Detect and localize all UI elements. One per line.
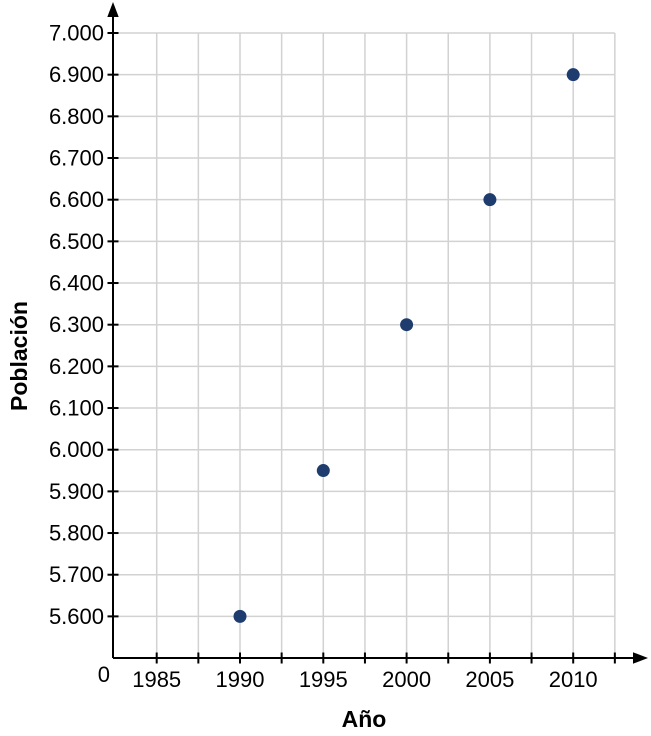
y-tick-label: 6.000 (49, 437, 104, 462)
y-tick-label: 5.900 (49, 479, 104, 504)
y-tick-label: 6.300 (49, 312, 104, 337)
y-tick-label: 5.600 (49, 604, 104, 629)
x-axis-arrow-icon (633, 652, 648, 664)
data-point (233, 609, 247, 623)
y-tick-label: 6.400 (49, 271, 104, 296)
axes (107, 2, 648, 664)
mark-layer: 7.000 6.900 6.800 6.700 6.600 6.500 6.400 6.300… (49, 21, 616, 692)
data-point (566, 68, 580, 82)
grid-layer (113, 32, 616, 658)
y-axis-arrow-icon (107, 2, 119, 17)
x-tick-label: 1990 (216, 667, 265, 692)
data-point (316, 464, 330, 478)
data-point (483, 193, 497, 207)
y-tick-label: 6.200 (49, 354, 104, 379)
y-tick-label: 6.900 (49, 62, 104, 87)
y-tick-label: 6.500 (49, 229, 104, 254)
data-point (400, 318, 414, 332)
x-tick-label: 2000 (382, 667, 431, 692)
y-tick-label: 5.800 (49, 521, 104, 546)
y-tick-label: 5.700 (49, 562, 104, 587)
origin-label: 0 (98, 662, 110, 687)
y-tick-label: 6.800 (49, 104, 104, 129)
y-tick-label: 6.100 (49, 396, 104, 421)
x-tick-label: 1995 (299, 667, 348, 692)
x-tick-label: 1985 (132, 667, 181, 692)
y-tick-label: 6.700 (49, 146, 104, 171)
y-tick-label: 7.000 (49, 21, 104, 46)
x-axis-title: Año (342, 706, 387, 732)
y-tick-label: 6.600 (49, 187, 104, 212)
x-tick-label: 2005 (465, 667, 514, 692)
y-axis-title: Población (6, 301, 32, 411)
x-tick-label: 2010 (549, 667, 598, 692)
